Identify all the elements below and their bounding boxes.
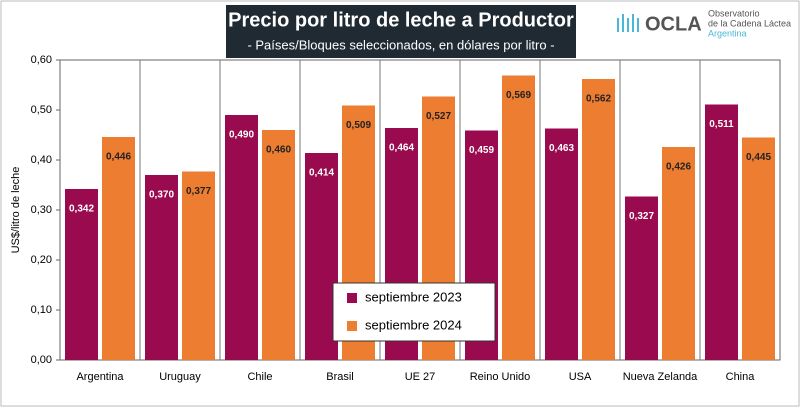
legend-swatch — [347, 321, 357, 331]
data-label: 0,562 — [586, 94, 611, 105]
data-label: 0,511 — [709, 119, 734, 130]
data-label: 0,327 — [629, 211, 654, 222]
x-tick-label: Brasil — [326, 371, 354, 383]
y-tick-label: 0,30 — [31, 204, 52, 216]
bar — [225, 115, 258, 360]
data-label: 0,370 — [149, 190, 174, 201]
bar — [582, 79, 615, 360]
data-label: 0,464 — [389, 143, 414, 154]
data-label: 0,342 — [69, 204, 94, 215]
y-tick-label: 0,10 — [31, 304, 52, 316]
data-label: 0,459 — [469, 145, 494, 156]
x-tick-label: Chile — [247, 371, 272, 383]
legend-swatch — [347, 293, 357, 303]
data-label: 0,463 — [549, 143, 574, 154]
data-label: 0,460 — [266, 145, 291, 156]
legend — [332, 282, 496, 342]
bar — [502, 75, 535, 360]
bar — [262, 130, 295, 360]
logo-line: Observatorio — [708, 8, 760, 18]
x-tick-label: USA — [569, 371, 592, 383]
logo-line: de la Cadena Láctea — [708, 18, 791, 28]
logo-text: OCLA — [645, 13, 702, 35]
x-tick-label: Nueva Zelanda — [623, 371, 698, 383]
y-tick-label: 0,50 — [31, 104, 52, 116]
x-tick-label: UE 27 — [405, 371, 436, 383]
data-label: 0,445 — [746, 152, 771, 163]
legend-label: septiembre 2024 — [365, 317, 462, 332]
x-tick-label: Uruguay — [159, 371, 201, 383]
data-label: 0,414 — [309, 168, 334, 179]
data-label: 0,569 — [506, 90, 531, 101]
bar — [102, 137, 135, 360]
bar — [625, 196, 658, 360]
y-tick-label: 0,40 — [31, 154, 52, 166]
data-label: 0,509 — [346, 120, 371, 131]
x-tick-label: China — [726, 371, 756, 383]
bar — [145, 175, 178, 360]
y-tick-label: 0,60 — [31, 54, 52, 66]
chart-subtitle: - Países/Bloques seleccionados, en dólar… — [247, 37, 554, 52]
bar — [705, 104, 738, 360]
chart-title: Precio por litro de leche a Productor — [228, 9, 574, 31]
data-label: 0,490 — [229, 130, 254, 141]
logo-line: Argentina — [708, 28, 747, 38]
y-tick-label: 0,00 — [31, 354, 52, 366]
bar — [545, 128, 578, 360]
bar — [742, 137, 775, 360]
legend-label: septiembre 2023 — [365, 289, 462, 304]
bar — [662, 147, 695, 360]
logo-icon — [617, 14, 639, 32]
title-box — [226, 5, 576, 58]
bar — [182, 171, 215, 360]
data-label: 0,426 — [666, 162, 691, 173]
data-label: 0,527 — [426, 111, 451, 122]
logo: OCLA Observatorio de la Cadena Láctea Ar… — [617, 8, 791, 38]
x-tick-label: Argentina — [76, 371, 124, 383]
y-tick-label: 0,20 — [31, 254, 52, 266]
data-label: 0,377 — [186, 186, 211, 197]
data-label: 0,446 — [106, 152, 131, 163]
bar — [65, 189, 98, 360]
y-axis-label: US$/litro de leche — [10, 167, 22, 254]
x-tick-label: Reino Unido — [470, 371, 531, 383]
